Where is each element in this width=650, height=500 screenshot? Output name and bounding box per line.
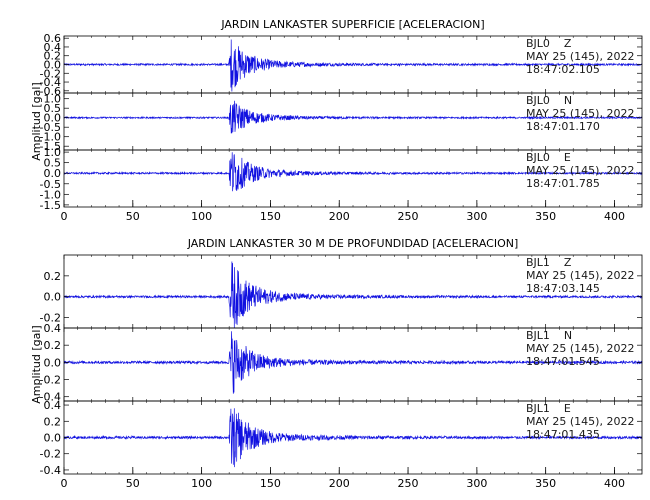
x-tick-label: 400 (604, 210, 625, 223)
y-tick-label: -1.0 (40, 131, 61, 144)
y-tick-label: 0.5 (44, 157, 62, 170)
y-tick-label: 0.0 (44, 59, 62, 72)
series-trace (63, 100, 643, 134)
y-tick-label: -1.5 (40, 199, 61, 212)
x-tick-label: 0 (61, 210, 68, 223)
y-tick-label: 0.0 (44, 112, 62, 125)
x-tick-label: 400 (604, 477, 625, 490)
x-tick-label: 200 (329, 210, 350, 223)
y-axis-label: Amplitud [gal] (30, 82, 43, 160)
station-label: BJL0 E (526, 151, 571, 164)
series-trace (63, 261, 643, 329)
x-tick-label: 300 (466, 210, 487, 223)
time-label: 18:47:01.785 (526, 177, 600, 190)
date-label: MAY 25 (145), 2022 (526, 164, 634, 177)
y-tick-label: 0.2 (44, 415, 62, 428)
x-tick-label: 100 (191, 477, 212, 490)
y-tick-label: 0.0 (44, 291, 62, 304)
station-label: BJL0 N (526, 94, 572, 107)
date-label: MAY 25 (145), 2022 (526, 415, 634, 428)
y-tick-label: -1.5 (40, 140, 61, 153)
chart-title: JARDIN LANKASTER 30 M DE PROFUNDIDAD [AC… (187, 237, 519, 250)
y-tick-label: -1.0 (40, 188, 61, 201)
y-tick-label: 0.6 (44, 32, 62, 45)
y-axis-label: Amplitud [gal] (30, 325, 43, 403)
time-label: 18:47:02.105 (526, 63, 600, 76)
chart-title: JARDIN LANKASTER SUPERFICIE [ACELERACION… (220, 18, 484, 31)
date-label: MAY 25 (145), 2022 (526, 107, 634, 120)
x-tick-label: 200 (329, 477, 350, 490)
y-tick-label: 0.0 (44, 356, 62, 369)
date-label: MAY 25 (145), 2022 (526, 342, 634, 355)
x-tick-label: 300 (466, 477, 487, 490)
y-tick-label: 1.0 (44, 146, 62, 159)
y-tick-label: -0.4 (40, 391, 61, 404)
x-tick-label: 150 (260, 477, 281, 490)
series-trace (63, 39, 643, 92)
y-tick-label: 0.4 (44, 399, 62, 412)
chart-2: JARDIN LANKASTER 30 M DE PROFUNDIDAD [AC… (30, 237, 643, 490)
y-tick-label: 0.5 (44, 102, 62, 115)
x-tick-label: 250 (398, 210, 419, 223)
station-label: BJL0 Z (526, 37, 572, 50)
time-label: 18:47:03.145 (526, 282, 600, 295)
chart-1: JARDIN LANKASTER SUPERFICIE [ACELERACION… (30, 18, 643, 223)
y-tick-label: -0.4 (40, 76, 61, 89)
y-tick-label: 0.4 (44, 41, 62, 54)
time-label: 18:47:01.170 (526, 120, 600, 133)
y-tick-label: 0.0 (44, 432, 62, 445)
series-trace (63, 408, 643, 468)
y-tick-label: -0.5 (40, 178, 61, 191)
time-label: 18:47:01.435 (526, 428, 600, 441)
x-tick-label: 50 (126, 210, 140, 223)
y-tick-label: -0.4 (40, 464, 61, 477)
x-tick-label: 350 (535, 210, 556, 223)
x-tick-label: 0 (61, 477, 68, 490)
y-tick-label: 0.2 (44, 339, 62, 352)
y-tick-label: 0.2 (44, 270, 62, 283)
y-tick-label: 1.0 (44, 93, 62, 106)
y-tick-label: -0.2 (40, 67, 61, 80)
station-label: BJL1 Z (526, 256, 572, 269)
x-tick-label: 250 (398, 477, 419, 490)
time-label: 18:47:01.545 (526, 355, 600, 368)
x-tick-label: 150 (260, 210, 281, 223)
series-trace (63, 152, 643, 192)
y-tick-label: -0.2 (40, 312, 61, 325)
date-label: MAY 25 (145), 2022 (526, 50, 634, 63)
y-tick-label: -0.2 (40, 374, 61, 387)
station-label: BJL1 N (526, 329, 572, 342)
x-tick-label: 50 (126, 477, 140, 490)
y-tick-label: -0.6 (40, 85, 61, 98)
series-trace (63, 331, 643, 394)
y-tick-label: -0.5 (40, 121, 61, 134)
y-tick-label: 0.4 (44, 322, 62, 335)
station-label: BJL1 E (526, 402, 571, 415)
y-tick-label: 0.2 (44, 50, 62, 63)
y-tick-label: 0.0 (44, 167, 62, 180)
x-tick-label: 350 (535, 477, 556, 490)
y-tick-label: -0.2 (40, 448, 61, 461)
x-tick-label: 100 (191, 210, 212, 223)
date-label: MAY 25 (145), 2022 (526, 269, 634, 282)
